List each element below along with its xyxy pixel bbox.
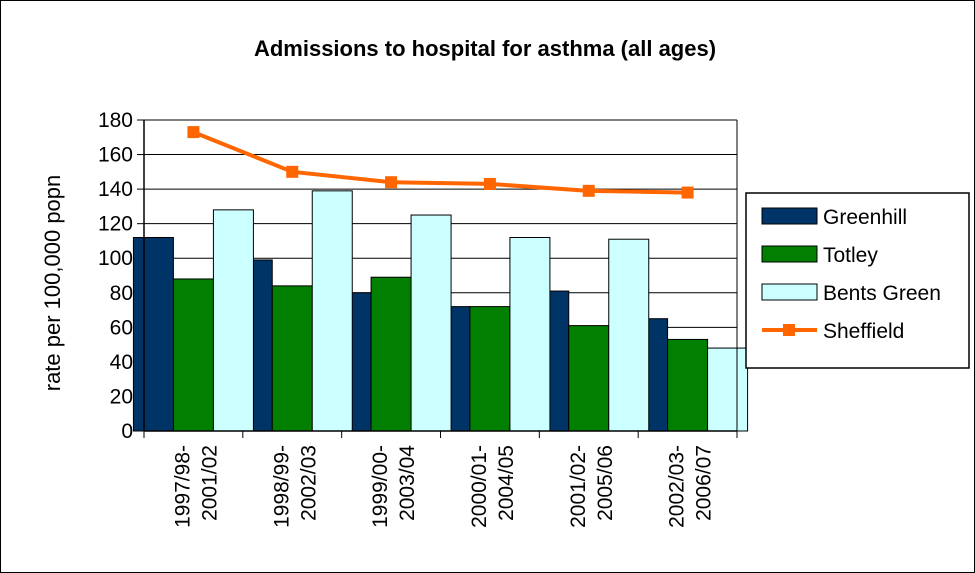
y-tick-label: 120 <box>98 213 133 236</box>
legend-label: Greenhill <box>823 206 907 229</box>
y-tick-labels: 0 20 40 60 80 100 120 140 160 180 <box>98 109 133 443</box>
x-category-label: 2005/06 <box>594 445 617 521</box>
x-category-label: 1997/98- <box>171 445 194 528</box>
axes <box>143 120 738 438</box>
line-sheffield <box>192 130 688 195</box>
sheffield-line-marks <box>187 126 694 199</box>
x-category-label: 2002/03 <box>297 445 320 521</box>
bar-bents-green <box>707 347 749 432</box>
x-category-label: 2006/07 <box>693 445 716 521</box>
legend-swatch <box>761 283 818 301</box>
legend-label: Totley <box>823 244 878 267</box>
y-tick-label: 100 <box>98 247 133 270</box>
bar-totley <box>469 306 511 432</box>
x-category-labels: 1997/98- 2001/02 1998/99- 2002/03 1999/00- 20… <box>171 445 715 528</box>
x-category-label: 2001/02- <box>567 445 590 528</box>
x-category-label: 1998/99- <box>270 445 293 528</box>
bar-bents-green <box>311 190 353 432</box>
bar-totley <box>667 338 709 432</box>
bar-totley <box>568 325 610 432</box>
x-category-label: 2003/04 <box>396 445 419 521</box>
x-category-label: 2004/05 <box>495 445 518 521</box>
point-sheffield <box>187 126 200 139</box>
point-sheffield <box>681 186 694 199</box>
bar-totley <box>370 276 412 432</box>
y-tick-label: 60 <box>110 316 133 339</box>
bar-marks <box>132 190 749 432</box>
legend-label: Sheffield <box>823 320 904 343</box>
point-sheffield <box>483 177 496 190</box>
bar-bents-green <box>212 209 254 432</box>
legend-swatch <box>761 245 818 263</box>
bar-totley <box>271 285 313 432</box>
bar-bents-green <box>509 236 551 432</box>
bar-bents-green <box>410 214 452 432</box>
y-tick-label: 80 <box>110 282 133 305</box>
y-tick-label: 140 <box>98 178 133 201</box>
point-sheffield <box>582 184 595 197</box>
y-tick-label: 160 <box>98 144 133 167</box>
x-category-label: 2001/02 <box>198 445 221 521</box>
bar-greenhill <box>132 236 174 432</box>
x-category-label: 2002/03- <box>666 445 689 528</box>
x-category-label: 2000/01- <box>468 445 491 528</box>
bar-totley <box>172 278 214 432</box>
legend-swatch <box>761 207 818 225</box>
legend-label: Bents Green <box>823 282 941 305</box>
y-tick-label: 40 <box>110 351 133 374</box>
y-tick-label: 0 <box>121 420 133 443</box>
y-axis-label: rate per 100,000 popn <box>40 175 65 392</box>
bar-bents-green <box>608 238 650 432</box>
y-tick-label: 20 <box>110 385 133 408</box>
legend-marker <box>783 324 795 336</box>
point-sheffield <box>286 165 299 178</box>
chart-title: Admissions to hospital for asthma (all a… <box>254 36 716 61</box>
x-category-label: 1999/00- <box>369 445 392 528</box>
point-sheffield <box>385 176 398 189</box>
legend: Greenhill Totley Bents Green Sheffield <box>761 206 941 343</box>
y-tick-label: 180 <box>98 109 133 132</box>
